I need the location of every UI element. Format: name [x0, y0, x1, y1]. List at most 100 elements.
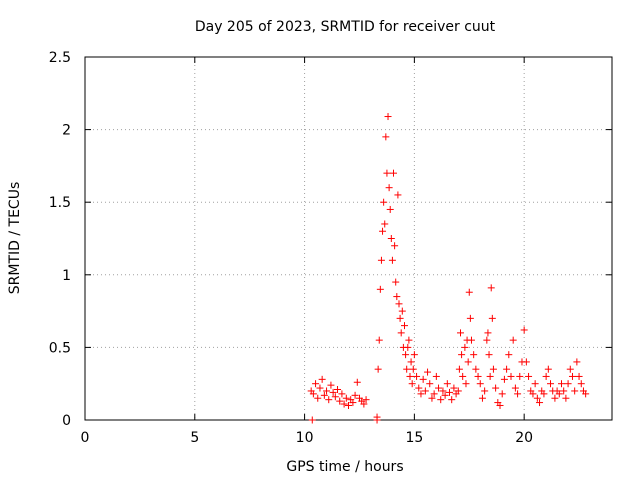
- data-point: [487, 284, 495, 292]
- data-point: [577, 380, 585, 388]
- data-point: [496, 401, 504, 409]
- x-tick-label: 5: [190, 430, 199, 446]
- data-point: [437, 396, 445, 404]
- data-point: [421, 387, 429, 395]
- data-point: [400, 322, 408, 330]
- data-point: [470, 351, 478, 359]
- data-point: [428, 394, 436, 402]
- data-point: [407, 358, 415, 366]
- data-point: [511, 384, 519, 392]
- data-point: [486, 372, 494, 380]
- data-point: [430, 390, 438, 398]
- data-point: [443, 380, 451, 388]
- data-point: [514, 390, 522, 398]
- data-point: [520, 326, 528, 334]
- data-point: [483, 336, 491, 344]
- data-point: [472, 365, 480, 373]
- data-point: [402, 351, 410, 359]
- data-point: [417, 390, 425, 398]
- data-point: [435, 384, 443, 392]
- x-tick-label: 20: [515, 430, 533, 446]
- data-point: [336, 397, 344, 405]
- data-point: [349, 399, 357, 407]
- data-point: [325, 396, 333, 404]
- data-point: [410, 351, 418, 359]
- data-point: [533, 394, 541, 402]
- data-point: [385, 184, 393, 192]
- data-point: [531, 380, 539, 388]
- data-point: [379, 227, 387, 235]
- data-point: [459, 372, 467, 380]
- data-point: [403, 365, 411, 373]
- data-point: [320, 391, 328, 399]
- data-point: [476, 380, 484, 388]
- data-point: [544, 365, 552, 373]
- data-point: [329, 388, 337, 396]
- data-point: [392, 278, 400, 286]
- data-point: [415, 384, 423, 392]
- data-point: [474, 372, 482, 380]
- data-point: [323, 387, 331, 395]
- data-point: [391, 242, 399, 250]
- data-point: [384, 113, 392, 121]
- data-point: [571, 387, 579, 395]
- data-point: [456, 329, 464, 337]
- data-point: [485, 351, 493, 359]
- data-point: [376, 285, 384, 293]
- y-tick-label: 0: [62, 413, 71, 429]
- data-point: [308, 416, 316, 424]
- data-point: [462, 380, 470, 388]
- data-point: [529, 390, 537, 398]
- data-point: [448, 396, 456, 404]
- data-point: [540, 390, 548, 398]
- data-point: [331, 393, 339, 401]
- data-point: [340, 400, 348, 408]
- data-point: [381, 220, 389, 228]
- data-point: [466, 314, 474, 322]
- y-tick-label: 0.5: [49, 340, 71, 356]
- y-tick-label: 2: [62, 123, 71, 139]
- data-point: [351, 391, 359, 399]
- data-point: [432, 372, 440, 380]
- data-point: [424, 368, 432, 376]
- data-point: [547, 380, 555, 388]
- x-tick-label: 15: [405, 430, 423, 446]
- data-point: [484, 329, 492, 337]
- data-point: [383, 169, 391, 177]
- data-points: [307, 113, 590, 424]
- grid: [85, 57, 612, 420]
- data-point: [564, 380, 572, 388]
- data-point: [394, 191, 402, 199]
- data-point: [555, 390, 563, 398]
- x-axis-label: GPS time / hours: [286, 459, 403, 475]
- data-point: [509, 336, 517, 344]
- data-point: [465, 288, 473, 296]
- data-point: [542, 372, 550, 380]
- data-point: [382, 133, 390, 141]
- data-point: [309, 390, 317, 398]
- data-point: [426, 380, 434, 388]
- data-point: [464, 358, 472, 366]
- data-point: [386, 205, 394, 213]
- data-point: [478, 394, 486, 402]
- y-axis-label: SRMTID / TECUs: [7, 182, 23, 295]
- data-point: [551, 394, 559, 402]
- data-point: [505, 351, 513, 359]
- data-point: [390, 169, 398, 177]
- data-point: [408, 380, 416, 388]
- data-point: [467, 336, 475, 344]
- data-point: [450, 384, 458, 392]
- data-point: [316, 384, 324, 392]
- y-tick-label: 1.5: [49, 195, 71, 211]
- data-point: [327, 381, 335, 389]
- data-point: [353, 378, 361, 386]
- data-point: [522, 358, 530, 366]
- data-point: [395, 300, 403, 308]
- data-point: [446, 388, 454, 396]
- data-point: [375, 336, 383, 344]
- data-point: [338, 390, 346, 398]
- data-point: [374, 365, 382, 373]
- data-point: [582, 390, 590, 398]
- data-point: [406, 372, 414, 380]
